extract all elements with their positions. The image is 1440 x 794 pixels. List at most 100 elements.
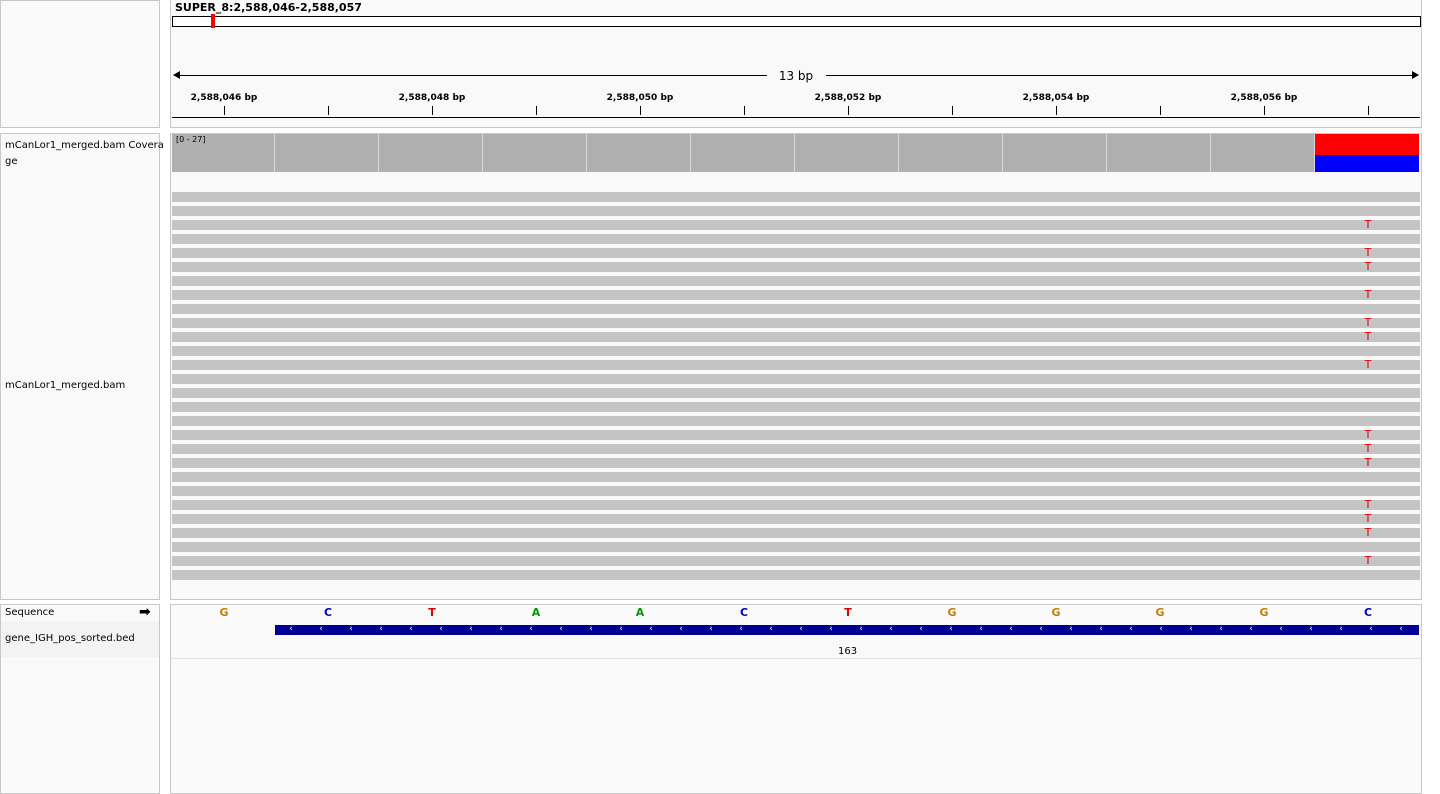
read-row[interactable] xyxy=(172,220,1420,230)
tick-label: 2,588,054 bp xyxy=(1022,93,1090,103)
mismatch-base: T xyxy=(1364,456,1372,469)
data-panel-names xyxy=(0,133,160,600)
read-row[interactable] xyxy=(172,192,1420,202)
coverage-bar[interactable] xyxy=(1211,134,1315,172)
read-row[interactable] xyxy=(172,276,1420,286)
sequence-base: G xyxy=(219,606,229,619)
read-row[interactable] xyxy=(172,514,1420,524)
coverage-bar-alt-fraction[interactable] xyxy=(1315,155,1419,172)
coverage-bar[interactable] xyxy=(172,134,275,172)
strand-chevron-icon: ‹ xyxy=(769,624,773,634)
read-row[interactable] xyxy=(172,360,1420,370)
strand-chevron-icon: ‹ xyxy=(1099,624,1103,634)
read-row[interactable] xyxy=(172,374,1420,384)
sequence-base: C xyxy=(1363,606,1373,619)
tick-mark xyxy=(1056,106,1057,115)
strand-chevron-icon: ‹ xyxy=(709,624,713,634)
coverage-range-label: [0 - 27] xyxy=(176,135,206,144)
strand-chevron-icon: ‹ xyxy=(1159,624,1163,634)
read-row[interactable] xyxy=(172,388,1420,398)
tick-mark xyxy=(1264,106,1265,115)
read-row[interactable] xyxy=(172,556,1420,566)
coverage-bar[interactable] xyxy=(587,134,691,172)
tick-mark xyxy=(328,106,329,115)
coverage-bar[interactable] xyxy=(1107,134,1211,172)
strand-arrow-icon[interactable]: ➡ xyxy=(139,604,151,620)
strand-chevron-icon: ‹ xyxy=(829,624,833,634)
strand-chevron-icon: ‹ xyxy=(619,624,623,634)
read-row[interactable] xyxy=(172,416,1420,426)
span-arrow-right-icon xyxy=(1412,71,1419,79)
read-row[interactable] xyxy=(172,346,1420,356)
chromosome-ideogram[interactable] xyxy=(172,16,1421,27)
sequence-base: A xyxy=(635,606,645,619)
span-arrow-left-icon xyxy=(173,71,180,79)
strand-chevron-icon: ‹ xyxy=(439,624,443,634)
read-row[interactable] xyxy=(172,234,1420,244)
read-row[interactable] xyxy=(172,332,1420,342)
mismatch-base: T xyxy=(1364,246,1372,259)
mismatch-base: T xyxy=(1364,218,1372,231)
bed-track-name[interactable]: gene_IGH_pos_sorted.bed xyxy=(5,633,135,644)
read-row[interactable] xyxy=(172,304,1420,314)
tick-label: 2,588,052 bp xyxy=(814,93,882,103)
strand-chevron-icon: ‹ xyxy=(649,624,653,634)
coverage-bar[interactable] xyxy=(275,134,379,172)
mismatch-base: T xyxy=(1364,442,1372,455)
alignment-track-name[interactable]: mCanLor1_merged.bam xyxy=(5,380,126,391)
sequence-base: G xyxy=(1155,606,1165,619)
read-row[interactable] xyxy=(172,570,1420,580)
gene-feature-bar[interactable] xyxy=(275,625,1419,635)
read-row[interactable] xyxy=(172,290,1420,300)
sequence-base: C xyxy=(739,606,749,619)
gene-feature-label: 163 xyxy=(838,646,858,657)
strand-chevron-icon: ‹ xyxy=(469,624,473,634)
ruler-baseline xyxy=(172,117,1420,118)
sequence-base: G xyxy=(1259,606,1269,619)
coverage-bar[interactable] xyxy=(795,134,899,172)
read-row[interactable] xyxy=(172,248,1420,258)
read-row[interactable] xyxy=(172,430,1420,440)
strand-chevron-icon: ‹ xyxy=(679,624,683,634)
read-row[interactable] xyxy=(172,528,1420,538)
read-row[interactable] xyxy=(172,444,1420,454)
strand-chevron-icon: ‹ xyxy=(919,624,923,634)
sequence-base: T xyxy=(428,606,436,619)
strand-chevron-icon: ‹ xyxy=(349,624,353,634)
mismatch-base: T xyxy=(1364,498,1372,511)
strand-chevron-icon: ‹ xyxy=(1279,624,1283,634)
span-line-left xyxy=(174,75,767,76)
strand-chevron-icon: ‹ xyxy=(559,624,563,634)
read-row[interactable] xyxy=(172,318,1420,328)
sequence-base: G xyxy=(947,606,957,619)
strand-chevron-icon: ‹ xyxy=(319,624,323,634)
read-row[interactable] xyxy=(172,458,1420,468)
sequence-track-name[interactable]: Sequence xyxy=(5,607,55,618)
coverage-track-name[interactable]: mCanLor1_merged.bam Covera xyxy=(5,140,164,151)
coverage-bar[interactable] xyxy=(691,134,795,172)
mismatch-base: T xyxy=(1364,428,1372,441)
read-row[interactable] xyxy=(172,472,1420,482)
read-row[interactable] xyxy=(172,206,1420,216)
sequence-base: T xyxy=(844,606,852,619)
strand-chevron-icon: ‹ xyxy=(1219,624,1223,634)
mismatch-base: T xyxy=(1364,330,1372,343)
coverage-bar[interactable] xyxy=(379,134,483,172)
read-row[interactable] xyxy=(172,500,1420,510)
read-row[interactable] xyxy=(172,542,1420,552)
coverage-bar-ref-fraction[interactable] xyxy=(1315,134,1419,155)
strand-chevron-icon: ‹ xyxy=(859,624,863,634)
coverage-bar[interactable] xyxy=(483,134,587,172)
coverage-track-name-wrap[interactable]: ge xyxy=(5,156,18,167)
strand-chevron-icon: ‹ xyxy=(739,624,743,634)
ruler-panel xyxy=(0,0,160,128)
coverage-bar[interactable] xyxy=(899,134,1003,172)
read-row[interactable] xyxy=(172,402,1420,412)
coverage-bar[interactable] xyxy=(1003,134,1107,172)
strand-chevron-icon: ‹ xyxy=(589,624,593,634)
mismatch-base: T xyxy=(1364,358,1372,371)
read-row[interactable] xyxy=(172,262,1420,272)
strand-chevron-icon: ‹ xyxy=(1339,624,1343,634)
read-row[interactable] xyxy=(172,486,1420,496)
strand-chevron-icon: ‹ xyxy=(1399,624,1403,634)
